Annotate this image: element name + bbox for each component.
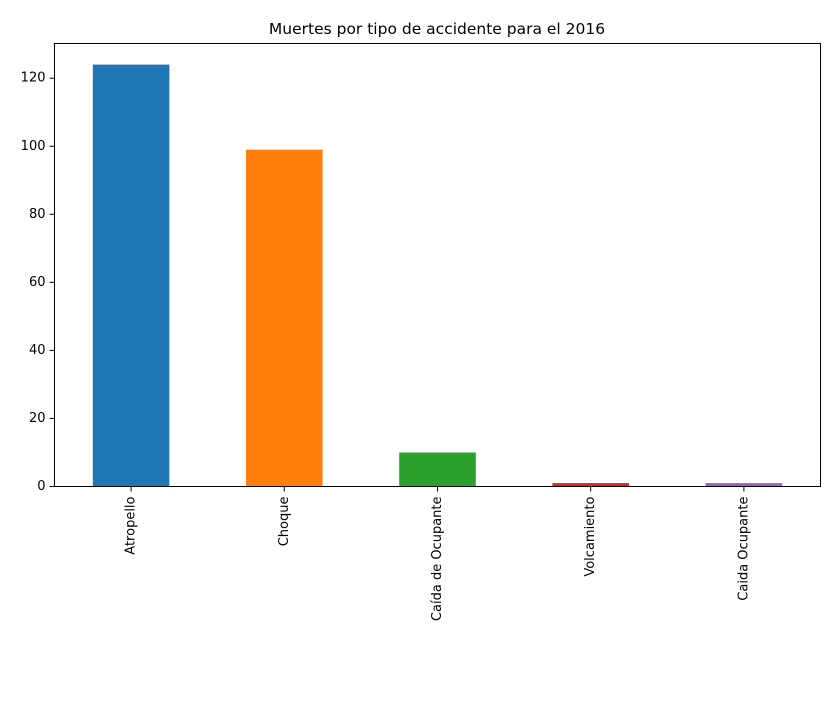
bars-group [92,64,783,487]
y-axis: 0 20 40 60 80 100 120 [21,71,55,494]
x-axis: Atropello Choque Caída de Ocupante Volcamie… [124,486,751,622]
bar-3 [552,483,629,487]
bar-4 [705,483,783,487]
x-tick-label-3: Volcamiento [583,496,598,576]
y-tick-label-3: 60 [29,275,46,290]
y-tick-label-2: 40 [29,343,46,358]
x-tick-label-4: Caida Ocupante [736,497,751,601]
bar-2 [399,452,476,487]
x-tick-label-1: Choque [277,497,292,547]
x-tick-label-2: Caída de Ocupante [430,497,445,622]
plot-frame [54,43,821,487]
bar-1 [246,149,323,487]
chart-title: Muertes por tipo de accidente para el 20… [269,20,605,38]
y-tick-label-4: 80 [29,207,46,222]
bar-0 [92,64,170,487]
y-tick-label-0: 0 [37,479,45,494]
x-tick-label-0: Atropello [124,496,139,554]
y-tick-label-1: 20 [29,411,46,426]
y-tick-label-5: 100 [21,139,46,154]
y-tick-label-6: 120 [21,71,46,86]
